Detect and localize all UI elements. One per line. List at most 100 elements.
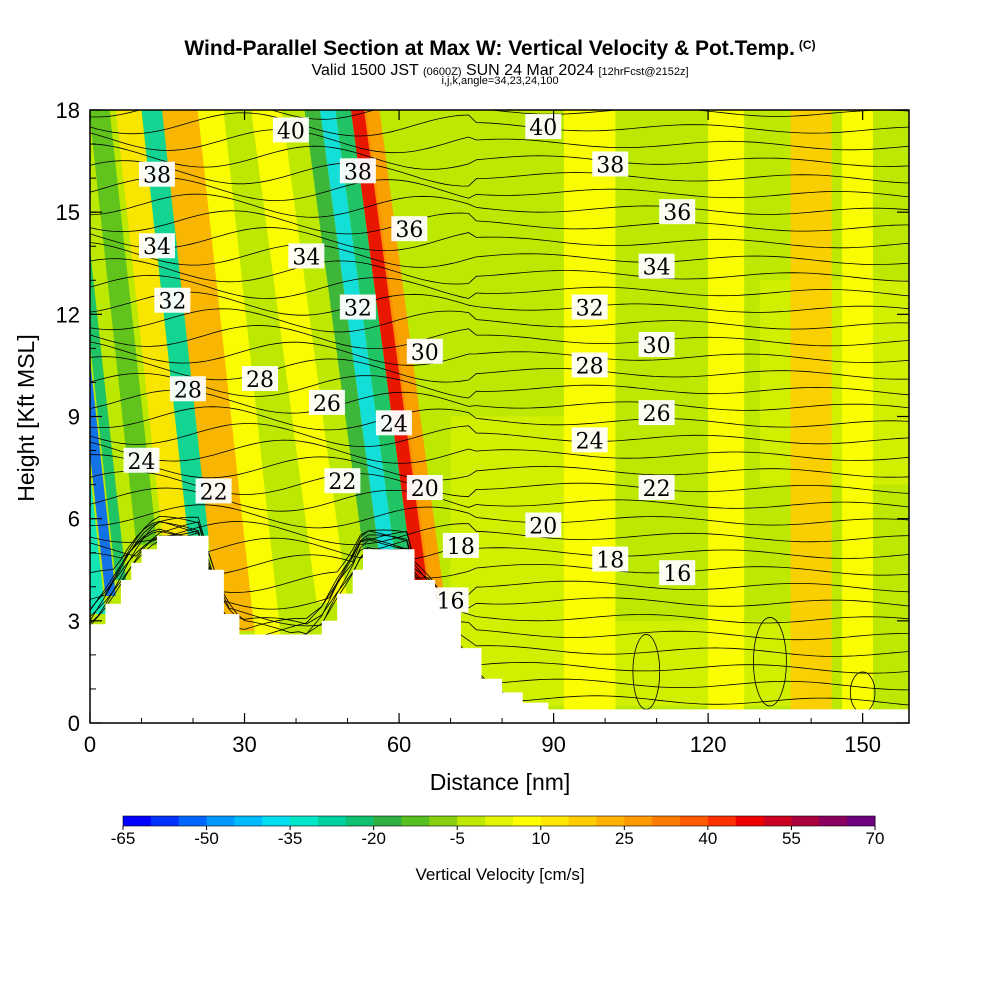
- contour-label: 28: [241, 366, 278, 393]
- velocity-band: [162, 110, 255, 632]
- contour-label-text: 26: [313, 392, 341, 417]
- x-tick-label: 90: [541, 732, 565, 757]
- contour-label-text: 34: [143, 235, 171, 260]
- colorbar-swatch: [568, 816, 597, 826]
- chart-subtitle: Valid 1500 JST (0600Z) SUN 24 Mar 2024 […: [311, 62, 689, 79]
- contour-label: 38: [339, 158, 376, 185]
- colorbar-swatch: [763, 816, 792, 826]
- contour-label-text: 38: [344, 160, 372, 185]
- contour-label-text: 24: [380, 412, 408, 437]
- velocity-band: [319, 110, 394, 550]
- contour-label: 22: [195, 478, 232, 505]
- contour-label-text: 38: [143, 164, 171, 189]
- x-tick-label: 150: [844, 732, 881, 757]
- contour-label: 40: [272, 117, 309, 144]
- contour-label: 36: [391, 216, 428, 243]
- contour-label: 28: [571, 352, 608, 379]
- contour-label: 30: [638, 331, 675, 359]
- colorbar-swatch: [707, 816, 737, 826]
- colorbar-swatch: [206, 816, 235, 826]
- y-tick-label: 0: [68, 711, 80, 736]
- contour-label: 32: [339, 294, 376, 322]
- colorbar-swatch: [512, 816, 542, 826]
- contour-label: 28: [169, 376, 206, 403]
- contour-label: 36: [659, 199, 696, 226]
- theta-contour: [90, 356, 909, 383]
- y-tick-label: 6: [68, 507, 80, 532]
- colorbar-tick-label: -50: [194, 829, 219, 848]
- theta-contour: [90, 439, 909, 464]
- colorbar-swatch: [624, 816, 653, 826]
- colorbar-swatch: [791, 816, 820, 826]
- y-tick-label: 12: [56, 302, 80, 327]
- theta-contour: [90, 423, 909, 447]
- colorbar-swatch: [345, 816, 375, 826]
- velocity-band: [90, 248, 127, 580]
- contour-label: 20: [525, 512, 562, 539]
- theta-contour: [90, 210, 909, 235]
- contour-label-text: 38: [596, 153, 624, 178]
- colorbar-frame: [122, 815, 876, 827]
- contour-label-text: 36: [395, 218, 423, 243]
- contour-label-text: 34: [643, 256, 671, 281]
- contour-label-text: 20: [411, 477, 439, 502]
- velocity-band: [90, 472, 106, 615]
- velocity-band: [90, 359, 116, 596]
- y-tick-label: 3: [68, 609, 80, 634]
- theta-contour-closed: [753, 617, 787, 707]
- velocity-band: [115, 110, 188, 536]
- contour-label-text: 40: [277, 119, 305, 144]
- theta-contour: [90, 258, 909, 285]
- colorbar-swatch: [123, 816, 152, 826]
- section-params: i,j,k,angle=34,23,24,100: [441, 75, 559, 87]
- contour-label-text: 28: [576, 354, 604, 379]
- contour-label: 40: [525, 114, 562, 141]
- colorbar-swatch: [680, 816, 709, 826]
- theta-contour: [90, 521, 909, 641]
- x-tick-label: 0: [84, 732, 96, 757]
- contour-label-text: 22: [643, 477, 671, 502]
- velocity-band: [141, 110, 209, 536]
- theta-contour: [90, 129, 909, 154]
- contour-label-text: 16: [437, 589, 465, 614]
- colorbar-swatch: [457, 816, 486, 826]
- theta-contour: [90, 325, 909, 350]
- colorbar-tick-label: 25: [615, 829, 634, 848]
- colorbar-swatch: [596, 816, 625, 826]
- contour-label: 24: [571, 427, 608, 454]
- contour-label-text: 16: [663, 562, 691, 587]
- terrain: [90, 535, 909, 723]
- theta-contour: [90, 389, 909, 414]
- y-axis-label: Height [Kft MSL]: [13, 334, 39, 501]
- contour-label: 32: [571, 294, 608, 322]
- theta-contour: [90, 112, 909, 137]
- field-patch: [759, 280, 909, 485]
- theta-contour: [90, 110, 909, 120]
- velocity-band: [335, 110, 410, 550]
- contour-label-text: 30: [643, 334, 671, 359]
- velocity-band: [197, 110, 281, 635]
- theta-contour: [90, 530, 909, 560]
- velocity-band: [842, 110, 873, 710]
- colorbar-swatch: [373, 816, 403, 826]
- contour-label-text: 32: [576, 297, 604, 322]
- contour-label-text: 30: [411, 341, 439, 366]
- colorbar-tick-label: 10: [531, 829, 550, 848]
- contour-label: 26: [638, 400, 675, 427]
- colorbar-tick-label: -65: [111, 829, 136, 848]
- theta-contour: [90, 227, 909, 252]
- x-tick-label: 120: [690, 732, 727, 757]
- contour-label-text: 26: [643, 402, 671, 427]
- y-tick-label: 18: [56, 98, 80, 123]
- theta-contour: [90, 242, 909, 268]
- theta-contour: [90, 504, 909, 529]
- contour-label: 32: [154, 287, 191, 315]
- colorbar-title: Vertical Velocity [cm/s]: [415, 865, 584, 884]
- contour-label: 34: [288, 243, 325, 270]
- contour-label-text: 22: [328, 470, 356, 495]
- contour-label: 24: [375, 410, 412, 437]
- velocity-band: [304, 110, 379, 550]
- contour-label: 38: [138, 161, 175, 189]
- theta-contour: [90, 160, 909, 187]
- contour-label: 26: [308, 389, 345, 417]
